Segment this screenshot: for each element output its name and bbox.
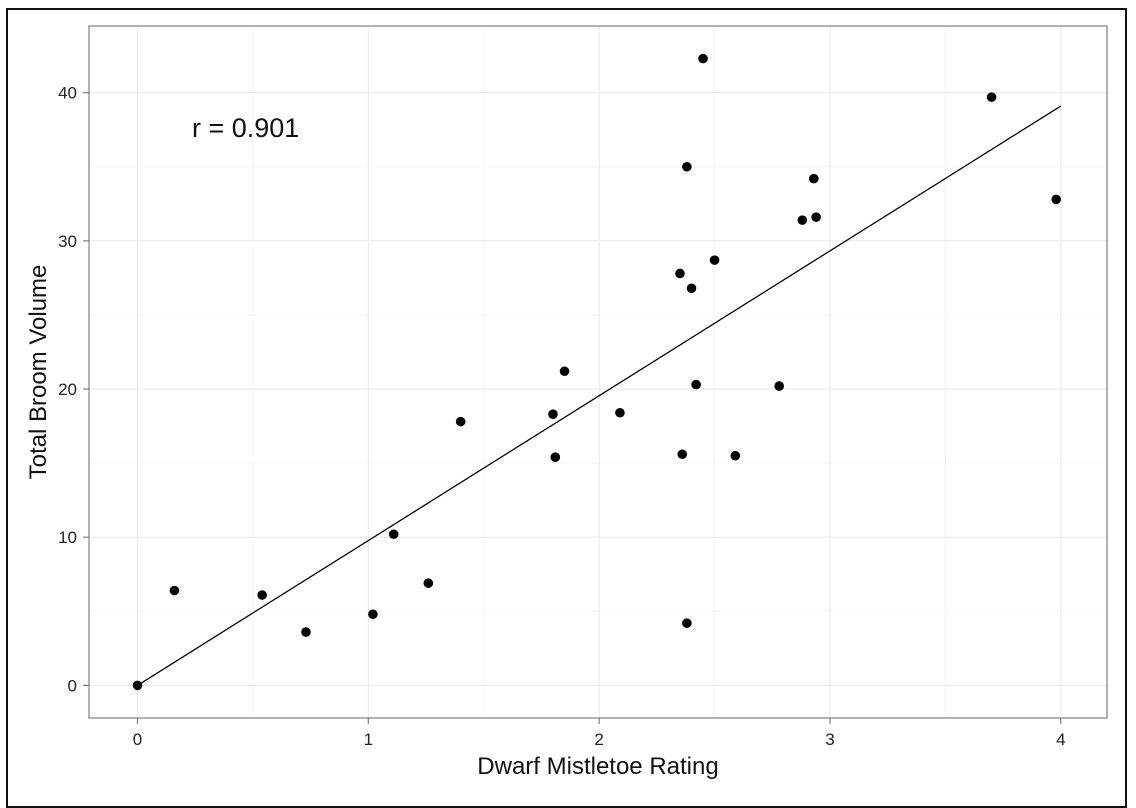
data-point (682, 618, 692, 628)
correlation-annotation: r = 0.901 (192, 113, 299, 143)
data-point (550, 452, 560, 462)
x-tick-label: 1 (364, 730, 373, 749)
data-point (682, 162, 692, 172)
data-point (257, 590, 267, 600)
axis-ticks (83, 93, 1061, 724)
x-tick-label: 4 (1056, 730, 1065, 749)
y-tick-label: 10 (58, 528, 77, 547)
x-tick-label: 0 (133, 730, 142, 749)
data-point (809, 174, 819, 184)
data-point (424, 578, 434, 588)
data-point (170, 586, 180, 596)
data-point (687, 283, 697, 293)
data-point (710, 255, 720, 265)
data-point (301, 627, 311, 637)
data-point (774, 381, 784, 391)
data-point (560, 366, 570, 376)
y-tick-label: 30 (58, 232, 77, 251)
data-point (987, 92, 997, 102)
data-point (698, 54, 708, 64)
data-point (731, 451, 741, 461)
data-point (675, 269, 685, 279)
x-axis-title: Dwarf Mistletoe Rating (477, 753, 718, 780)
data-point (797, 215, 807, 225)
data-point (811, 212, 821, 222)
data-point (389, 529, 399, 539)
data-point (133, 681, 143, 691)
y-axis-title: Total Broom Volume (25, 265, 52, 480)
y-tick-label: 40 (58, 84, 77, 103)
x-tick-label: 3 (825, 730, 834, 749)
data-point (368, 609, 378, 619)
data-point (677, 449, 687, 459)
data-point (548, 409, 558, 419)
data-point (691, 380, 701, 390)
y-tick-label: 0 (68, 676, 77, 695)
x-tick-label: 2 (594, 730, 603, 749)
data-point (456, 417, 466, 427)
y-tick-label: 20 (58, 380, 77, 399)
data-point (1051, 195, 1061, 205)
data-points (133, 54, 1061, 690)
data-point (615, 408, 625, 418)
